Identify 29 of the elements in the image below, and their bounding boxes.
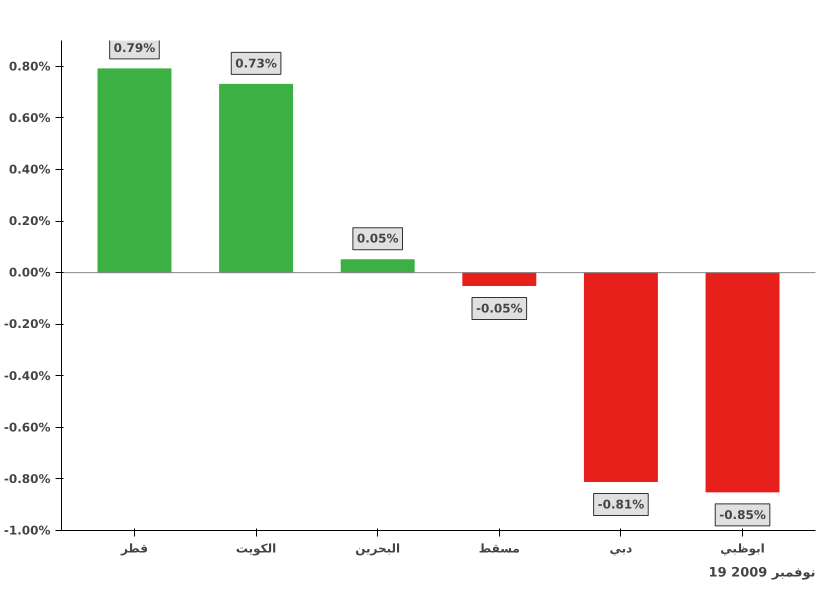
bar	[462, 272, 536, 286]
y-tick-label: -0.60%	[4, 420, 51, 434]
bar	[340, 259, 415, 274]
x-tick-label: البحرين	[355, 542, 400, 556]
bar	[219, 84, 294, 274]
data-label: 0.05%	[356, 232, 399, 246]
bar	[97, 68, 172, 274]
y-tick-label: 0.40%	[8, 162, 51, 176]
data-label: -0.81%	[598, 498, 644, 512]
bar	[584, 272, 658, 482]
data-label: -0.05%	[476, 302, 523, 316]
y-tick-label: 0.20%	[8, 214, 51, 228]
x-tick-label: مسقط	[478, 542, 520, 556]
x-tick-label: قطر	[120, 542, 148, 556]
text: 19 نوفمبر 2009	[708, 566, 816, 580]
y-tick-label: 0.00%	[8, 266, 51, 280]
y-tick-label: -0.20%	[4, 317, 51, 332]
x-tick-label: دبي	[610, 542, 632, 556]
data-label: 0.79%	[114, 40, 156, 55]
y-tick-label: -0.40%	[4, 368, 51, 383]
data-label: -0.85%	[719, 508, 766, 522]
y-tick-label: -1.00%	[4, 524, 51, 538]
x-tick-label: ابوظبي	[720, 542, 765, 556]
data-label: 0.73%	[235, 56, 277, 70]
x-tick-label: الكويت	[236, 542, 276, 556]
bar	[706, 272, 780, 492]
y-tick-label: 0.80%	[8, 59, 51, 74]
y-tick-label: 0.60%	[8, 110, 51, 125]
y-tick-label: -0.80%	[4, 472, 51, 486]
